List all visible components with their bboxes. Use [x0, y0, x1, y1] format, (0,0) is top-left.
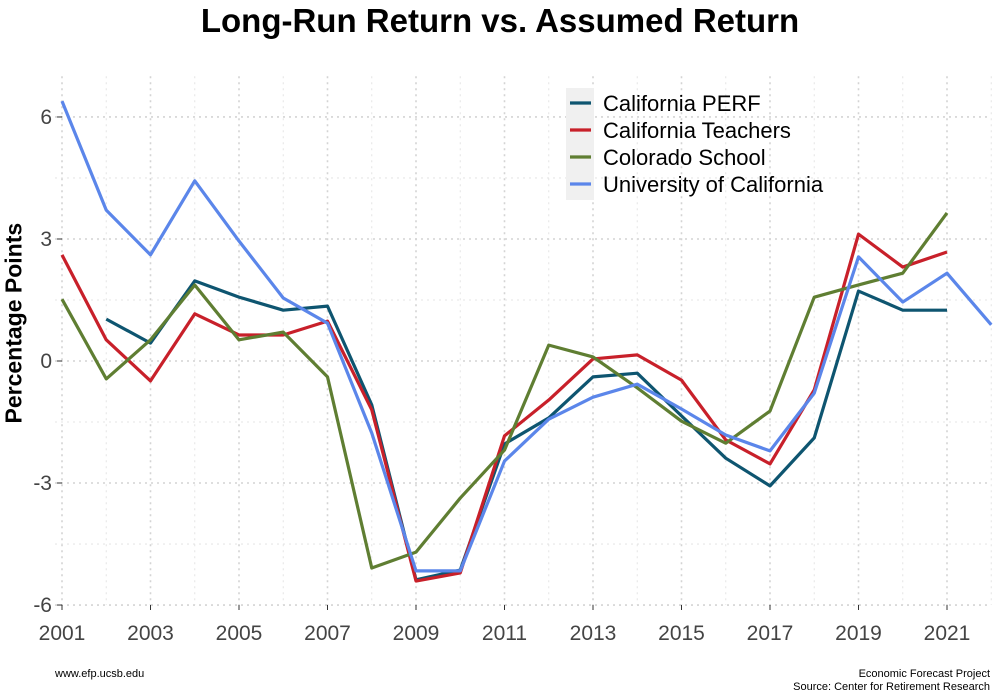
y-tick-label: 6	[40, 106, 52, 129]
legend-key-background	[566, 88, 594, 200]
series-line-university-of-california	[60, 100, 993, 573]
legend-label: California Teachers	[603, 118, 791, 143]
x-tick-label: 2009	[393, 622, 440, 645]
y-tick-label: -3	[33, 472, 52, 495]
x-tick-label: 2011	[482, 622, 527, 645]
x-tick-label: 2003	[127, 622, 174, 645]
x-tick-label: 2015	[658, 622, 705, 645]
x-tick-label: 2001	[39, 622, 86, 645]
x-tick-label: 2021	[924, 622, 971, 645]
chart-title: Long-Run Return vs. Assumed Return	[200, 2, 800, 39]
x-tick-label: 2005	[216, 622, 263, 645]
legend-label: California PERF	[603, 91, 761, 116]
legend-label: Colorado School	[603, 145, 766, 170]
x-tick-label: 2013	[570, 622, 617, 645]
x-tick-label: 2007	[304, 622, 351, 645]
y-tick-label: -6	[33, 594, 52, 617]
series-line-california-perf	[105, 279, 947, 582]
footer-source: Economic Forecast Project Source: Center…	[793, 668, 990, 694]
y-tick-label: 3	[40, 228, 52, 251]
y-tick-label: 0	[40, 350, 52, 373]
y-axis-label: Percentage Points	[0, 222, 27, 424]
x-tick-label: 2017	[747, 622, 794, 645]
x-tick-label: 2019	[835, 622, 882, 645]
footer-source-text: Source: Center for Retirement Research	[793, 681, 990, 693]
footer-website: www.efp.ucsb.edu	[55, 668, 145, 680]
footer-project: Economic Forecast Project	[858, 668, 990, 680]
legend-label: University of California	[603, 172, 824, 197]
